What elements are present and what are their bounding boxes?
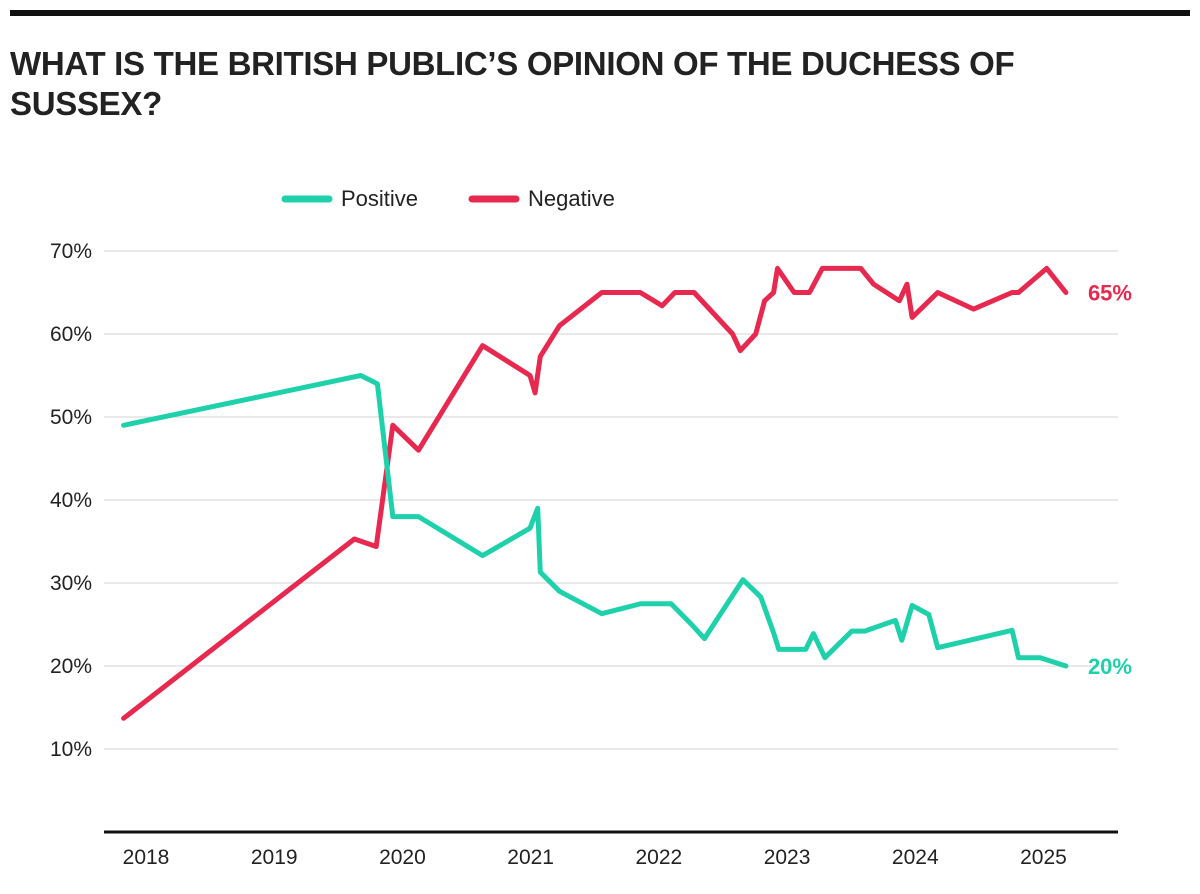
gridlines [104, 250, 1118, 750]
series-lines [121, 265, 1069, 721]
x-tick-label: 2023 [764, 846, 811, 869]
legend: Positive Negative [281, 186, 615, 211]
y-tick-label: 30% [50, 572, 92, 595]
end-label-negative: 65% [1088, 281, 1132, 306]
x-tick-label: 2022 [635, 846, 682, 869]
series-line-negative [121, 265, 1069, 721]
end-labels: 65% 20% [1088, 281, 1132, 680]
x-tick-label: 2025 [1020, 846, 1067, 869]
x-tick-label: 2021 [507, 846, 554, 869]
x-tick-label: 2020 [379, 846, 426, 869]
legend-label-negative: Negative [528, 186, 615, 211]
y-tick-label: 40% [50, 489, 92, 512]
chart-title: WHAT IS THE BRITISH PUBLIC’S OPINION OF … [10, 45, 1015, 122]
x-tick-label: 2024 [892, 846, 939, 869]
y-tick-label: 60% [50, 323, 92, 346]
end-label-positive: 20% [1088, 654, 1132, 679]
x-tick-label: 2018 [123, 846, 170, 869]
top-rule [10, 10, 1190, 16]
y-tick-label: 10% [50, 738, 92, 761]
y-tick-label: 70% [50, 240, 92, 263]
y-tick-label: 50% [50, 406, 92, 429]
y-tick-label: 20% [50, 655, 92, 678]
x-axis-ticks: 2018 2019 2020 2021 2022 2023 2024 2025 [123, 846, 1067, 869]
y-axis-ticks: 10% 20% 30% 40% 50% 60% 70% [50, 240, 92, 761]
x-tick-label: 2019 [251, 846, 298, 869]
legend-label-positive: Positive [341, 186, 418, 211]
series-line-positive [121, 373, 1069, 669]
